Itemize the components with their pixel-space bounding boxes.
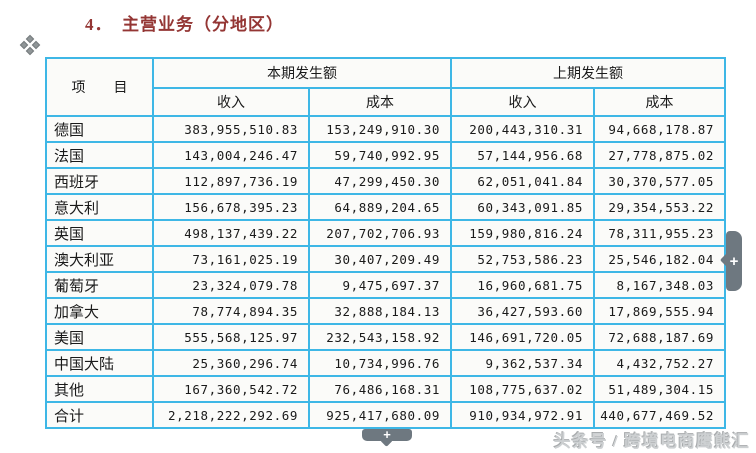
prior-revenue-cell: 910,934,972.91 <box>450 401 595 429</box>
current-cost-cell: 207,702,706.93 <box>308 219 452 247</box>
current-revenue-cell: 383,955,510.83 <box>152 115 310 143</box>
region-cell: 英国 <box>45 219 154 247</box>
current-cost-cell: 30,407,209.49 <box>308 245 452 273</box>
table-row: 葡萄牙 23,324,079.78 9,475,697.37 16,960,68… <box>45 271 726 299</box>
prior-cost-cell: 25,546,182.04 <box>593 245 726 273</box>
prior-revenue-cell: 159,980,816.24 <box>450 219 595 247</box>
current-revenue-cell: 78,774,894.35 <box>152 297 310 325</box>
prior-cost-cell: 440,677,469.52 <box>593 401 726 429</box>
header-prior-period: 上期发生额 <box>450 57 726 89</box>
header-current-cost: 成本 <box>308 87 452 117</box>
current-revenue-cell: 143,004,246.47 <box>152 141 310 169</box>
prior-revenue-cell: 52,753,586.23 <box>450 245 595 273</box>
table-row: 合计 2,218,222,292.69 925,417,680.09 910,9… <box>45 401 726 429</box>
plus-icon: + <box>729 252 739 270</box>
table-move-handle-icon[interactable] <box>19 34 41 56</box>
region-cell: 加拿大 <box>45 297 154 325</box>
current-revenue-cell: 25,360,296.74 <box>152 349 310 377</box>
plus-icon: + <box>383 427 391 442</box>
prior-cost-cell: 8,167,348.03 <box>593 271 726 299</box>
prior-cost-cell: 72,688,187.69 <box>593 323 726 351</box>
table-row: 美国 555,568,125.97 232,543,158.92 146,691… <box>45 323 726 351</box>
current-cost-cell: 10,734,996.76 <box>308 349 452 377</box>
move-diamond <box>25 46 35 56</box>
region-cell: 合计 <box>45 401 154 429</box>
region-business-table: 项 目 本期发生额 上期发生额 收入 成本 收入 成本 德国 383,955,5… <box>45 57 726 429</box>
current-cost-cell: 153,249,910.30 <box>308 115 452 143</box>
current-revenue-cell: 2,218,222,292.69 <box>152 401 310 429</box>
region-cell: 澳大利亚 <box>45 245 154 273</box>
region-cell: 西班牙 <box>45 167 154 195</box>
header-prior-cost: 成本 <box>593 87 726 117</box>
table-row: 加拿大 78,774,894.35 32,888,184.13 36,427,5… <box>45 297 726 325</box>
table-row: 中国大陆 25,360,296.74 10,734,996.76 9,362,5… <box>45 349 726 377</box>
prior-cost-cell: 17,869,555.94 <box>593 297 726 325</box>
header-current-revenue: 收入 <box>152 87 310 117</box>
move-diamond <box>31 40 41 50</box>
prior-cost-cell: 30,370,577.05 <box>593 167 726 195</box>
prior-cost-cell: 78,311,955.23 <box>593 219 726 247</box>
expand-handle-bottom[interactable]: + <box>362 427 412 442</box>
prior-revenue-cell: 9,362,537.34 <box>450 349 595 377</box>
current-revenue-cell: 73,161,025.19 <box>152 245 310 273</box>
table-row: 意大利 156,678,395.23 64,889,204.65 60,343,… <box>45 193 726 221</box>
prior-cost-cell: 27,778,875.02 <box>593 141 726 169</box>
prior-revenue-cell: 57,144,956.68 <box>450 141 595 169</box>
current-cost-cell: 76,486,168.31 <box>308 375 452 403</box>
prior-revenue-cell: 108,775,637.02 <box>450 375 595 403</box>
current-revenue-cell: 112,897,736.19 <box>152 167 310 195</box>
current-cost-cell: 59,740,992.95 <box>308 141 452 169</box>
expand-handle-right[interactable]: + <box>726 231 742 291</box>
prior-revenue-cell: 62,051,041.84 <box>450 167 595 195</box>
current-revenue-cell: 23,324,079.78 <box>152 271 310 299</box>
current-cost-cell: 925,417,680.09 <box>308 401 452 429</box>
table-row: 法国 143,004,246.47 59,740,992.95 57,144,9… <box>45 141 726 169</box>
region-cell: 美国 <box>45 323 154 351</box>
table-header: 项 目 本期发生额 上期发生额 收入 成本 收入 成本 <box>45 57 726 117</box>
table-row: 澳大利亚 73,161,025.19 30,407,209.49 52,753,… <box>45 245 726 273</box>
prior-revenue-cell: 36,427,593.60 <box>450 297 595 325</box>
current-revenue-cell: 555,568,125.97 <box>152 323 310 351</box>
prior-cost-cell: 94,668,178.87 <box>593 115 726 143</box>
table-row: 英国 498,137,439.22 207,702,706.93 159,980… <box>45 219 726 247</box>
region-cell: 中国大陆 <box>45 349 154 377</box>
region-cell: 法国 <box>45 141 154 169</box>
prior-cost-cell: 29,354,553.22 <box>593 193 726 221</box>
current-cost-cell: 64,889,204.65 <box>308 193 452 221</box>
header-prior-revenue: 收入 <box>450 87 595 117</box>
prior-revenue-cell: 16,960,681.75 <box>450 271 595 299</box>
current-cost-cell: 232,543,158.92 <box>308 323 452 351</box>
table-row: 西班牙 112,897,736.19 47,299,450.30 62,051,… <box>45 167 726 195</box>
prior-revenue-cell: 200,443,310.31 <box>450 115 595 143</box>
prior-revenue-cell: 60,343,091.85 <box>450 193 595 221</box>
table-row: 其他 167,360,542.72 76,486,168.31 108,775,… <box>45 375 726 403</box>
watermark-text: 头条号 / 跨境电商鹰熊汇 <box>553 432 750 451</box>
prior-cost-cell: 51,489,304.15 <box>593 375 726 403</box>
prior-revenue-cell: 146,691,720.05 <box>450 323 595 351</box>
table-body: 德国 383,955,510.83 153,249,910.30 200,443… <box>45 115 726 429</box>
region-cell: 德国 <box>45 115 154 143</box>
current-cost-cell: 9,475,697.37 <box>308 271 452 299</box>
current-revenue-cell: 498,137,439.22 <box>152 219 310 247</box>
region-cell: 葡萄牙 <box>45 271 154 299</box>
current-revenue-cell: 156,678,395.23 <box>152 193 310 221</box>
section-title: 4． 主营业务（分地区） <box>85 15 284 34</box>
current-cost-cell: 47,299,450.30 <box>308 167 452 195</box>
header-current-period: 本期发生额 <box>152 57 452 89</box>
table-row: 德国 383,955,510.83 153,249,910.30 200,443… <box>45 115 726 143</box>
current-cost-cell: 32,888,184.13 <box>308 297 452 325</box>
region-cell: 其他 <box>45 375 154 403</box>
current-revenue-cell: 167,360,542.72 <box>152 375 310 403</box>
header-item: 项 目 <box>45 57 154 117</box>
prior-cost-cell: 4,432,752.27 <box>593 349 726 377</box>
region-cell: 意大利 <box>45 193 154 221</box>
